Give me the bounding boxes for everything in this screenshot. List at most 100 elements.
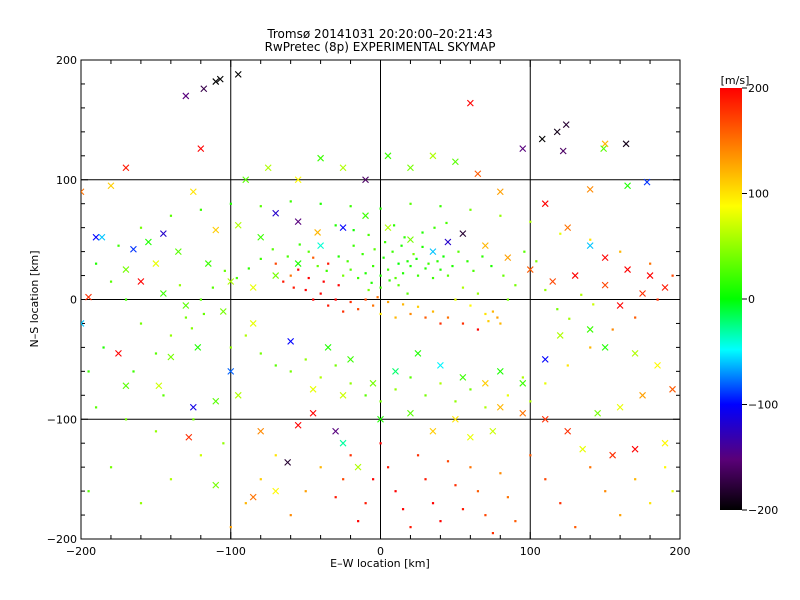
cross-point-51 bbox=[249, 493, 257, 501]
dot-point-229 bbox=[592, 303, 595, 306]
dot-point-25 bbox=[367, 288, 370, 292]
x-tick-label-0: −200 bbox=[66, 545, 96, 558]
dot-point-2 bbox=[394, 276, 397, 280]
dot-point-112 bbox=[529, 220, 532, 223]
cross-point-120 bbox=[249, 284, 257, 291]
cross-point-98 bbox=[601, 254, 609, 261]
dot-point-171 bbox=[109, 466, 113, 469]
y-tick-label-1: −100 bbox=[47, 413, 77, 426]
dot-point-60 bbox=[289, 274, 292, 277]
dot-point-220 bbox=[223, 269, 226, 272]
cross-point-52 bbox=[212, 481, 220, 489]
cross-point-102 bbox=[639, 290, 646, 297]
cross-point-58 bbox=[451, 415, 459, 423]
dot-point-183 bbox=[406, 260, 409, 263]
cross-point-13 bbox=[600, 145, 608, 153]
colorbar bbox=[720, 88, 742, 510]
dot-point-72 bbox=[259, 352, 262, 355]
dot-point-29 bbox=[349, 300, 352, 304]
dot-point-107 bbox=[379, 207, 382, 210]
cross-point-32 bbox=[81, 320, 85, 327]
dot-point-222 bbox=[211, 286, 214, 289]
dot-point-205 bbox=[316, 264, 319, 268]
cross-point-49 bbox=[354, 463, 362, 471]
cross-point-73 bbox=[654, 361, 661, 369]
cross-point-1 bbox=[216, 75, 224, 83]
dot-point-39 bbox=[401, 303, 405, 306]
y-axis-label: N–S location [km] bbox=[28, 250, 41, 347]
dot-point-38 bbox=[386, 300, 390, 304]
cross-point-66 bbox=[609, 451, 617, 459]
cross-point-30 bbox=[137, 278, 145, 285]
dot-point-35 bbox=[342, 310, 345, 313]
dot-point-167 bbox=[671, 490, 674, 493]
cross-point-37 bbox=[194, 344, 202, 351]
dot-point-75 bbox=[304, 358, 307, 361]
dot-point-53 bbox=[499, 322, 502, 325]
dot-point-89 bbox=[521, 376, 524, 379]
cross-point-81 bbox=[481, 379, 489, 387]
dot-point-96 bbox=[109, 280, 113, 283]
cross-point-67 bbox=[631, 445, 639, 453]
dot-point-56 bbox=[454, 298, 457, 301]
dot-point-87 bbox=[484, 406, 487, 409]
dot-point-47 bbox=[409, 312, 412, 316]
dot-point-40 bbox=[416, 305, 420, 308]
dot-point-182 bbox=[397, 262, 400, 265]
cross-point-71 bbox=[639, 391, 646, 399]
dot-point-37 bbox=[372, 304, 375, 307]
cross-point-108 bbox=[504, 254, 512, 261]
dot-point-13 bbox=[439, 268, 442, 271]
dot-point-151 bbox=[304, 490, 307, 493]
cross-point-80 bbox=[496, 367, 504, 375]
dot-point-50 bbox=[491, 310, 495, 313]
cross-point-5 bbox=[466, 99, 474, 107]
dot-point-178 bbox=[132, 370, 135, 373]
dot-point-224 bbox=[202, 312, 205, 316]
cross-point-38 bbox=[227, 367, 235, 375]
dot-point-95 bbox=[124, 298, 128, 301]
cross-point-125 bbox=[496, 188, 504, 196]
dot-point-81 bbox=[394, 388, 397, 391]
cross-point-112 bbox=[429, 248, 437, 255]
y-tick-label-3: 100 bbox=[56, 174, 77, 187]
cross-point-61 bbox=[496, 403, 504, 411]
cross-point-57 bbox=[429, 427, 437, 435]
cross-point-64 bbox=[564, 427, 572, 435]
data-points bbox=[81, 70, 676, 535]
cross-point-12 bbox=[559, 147, 567, 155]
dot-point-136 bbox=[439, 520, 442, 523]
cross-point-65 bbox=[579, 445, 587, 453]
cross-point-122 bbox=[204, 260, 212, 267]
dot-point-52 bbox=[487, 320, 490, 323]
dot-point-0 bbox=[379, 274, 382, 277]
dot-point-59 bbox=[506, 298, 509, 301]
cross-point-90 bbox=[249, 320, 257, 327]
cross-point-42 bbox=[234, 391, 242, 399]
dot-point-1 bbox=[386, 268, 390, 271]
axis-tick-labels: −200 −100 0 100 200 −200 −100 0 100 200 bbox=[47, 54, 691, 558]
cross-point-23 bbox=[234, 221, 242, 229]
dot-point-5 bbox=[416, 274, 420, 277]
dot-point-122 bbox=[566, 364, 569, 367]
dot-point-117 bbox=[671, 274, 674, 277]
cross-point-74 bbox=[631, 349, 639, 357]
dot-point-152 bbox=[289, 514, 292, 517]
dot-point-27 bbox=[376, 296, 379, 299]
dot-point-142 bbox=[334, 496, 337, 499]
dot-point-199 bbox=[433, 226, 436, 229]
dot-point-131 bbox=[364, 502, 367, 505]
dot-point-86 bbox=[469, 388, 472, 391]
cross-point-84 bbox=[414, 349, 422, 357]
dot-point-191 bbox=[442, 255, 445, 258]
dot-point-127 bbox=[394, 490, 397, 493]
dot-point-15 bbox=[382, 256, 385, 259]
dot-point-165 bbox=[649, 502, 652, 505]
dot-point-153 bbox=[274, 454, 277, 457]
dot-point-141 bbox=[342, 478, 345, 481]
cross-point-96 bbox=[564, 224, 572, 232]
cross-point-134 bbox=[294, 176, 302, 184]
cross-point-101 bbox=[661, 284, 669, 291]
dot-point-148 bbox=[506, 496, 509, 499]
